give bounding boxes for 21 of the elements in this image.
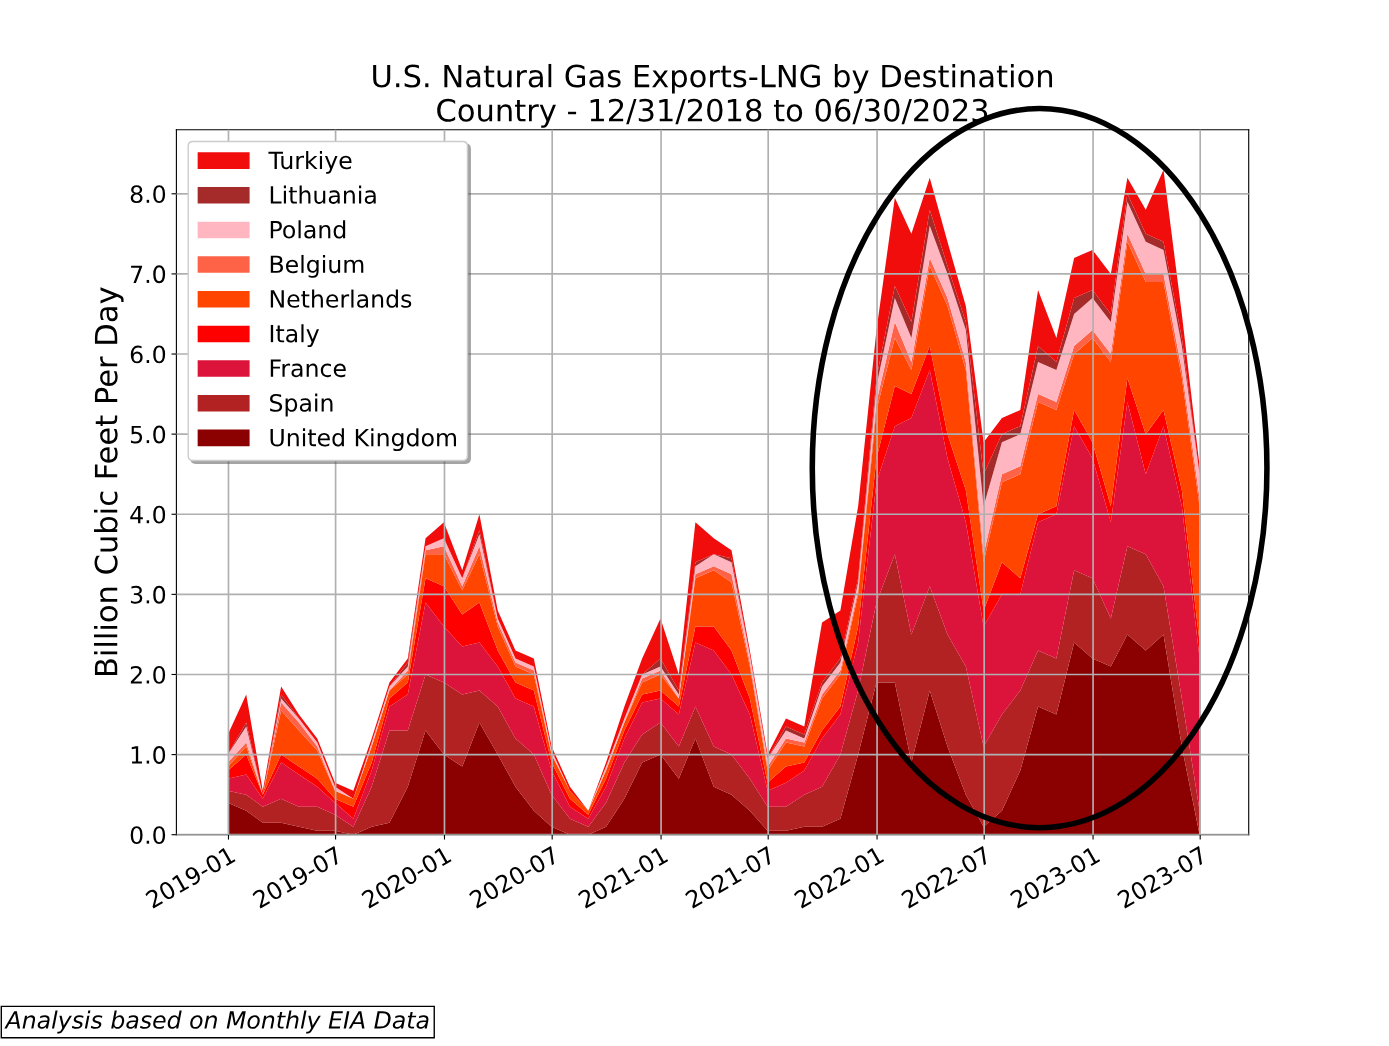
legend-label: France	[270, 359, 346, 378]
text: Analysis based on Monthly EIA Data	[4, 1010, 429, 1034]
y-tick-label: 8.0	[130, 185, 166, 204]
legend-label: Turkiye	[268, 150, 352, 174]
y-tick-label: 3.0	[130, 585, 166, 604]
legend-label: Italy	[270, 324, 320, 348]
legend-label: Poland	[270, 220, 346, 239]
legend-label: Belgium	[270, 254, 364, 278]
y-axis-title: Billion Cubic Feet Per Day	[94, 287, 124, 676]
y-tick-label: 7.0	[131, 265, 166, 284]
legend-label: Spain	[270, 393, 333, 417]
legend-label: Lithuania	[270, 185, 376, 204]
chart-title: U.S. Natural Gas Exports-LNG by Destination Country - 12/31/2018 to 06/30/2023	[373, 63, 1053, 128]
legend-label: United Kingdom	[270, 428, 456, 452]
y-tick-label: 1.0	[131, 746, 166, 764]
legend-label: Netherlands	[270, 289, 412, 308]
y-tick-label: 2.0	[130, 665, 166, 684]
y-tick-label: 5.0	[130, 425, 166, 444]
y-tick-label: 0.0	[130, 826, 166, 845]
y-tick-label: 4.0	[130, 505, 166, 524]
y-tick-label: 6.0	[130, 345, 166, 364]
